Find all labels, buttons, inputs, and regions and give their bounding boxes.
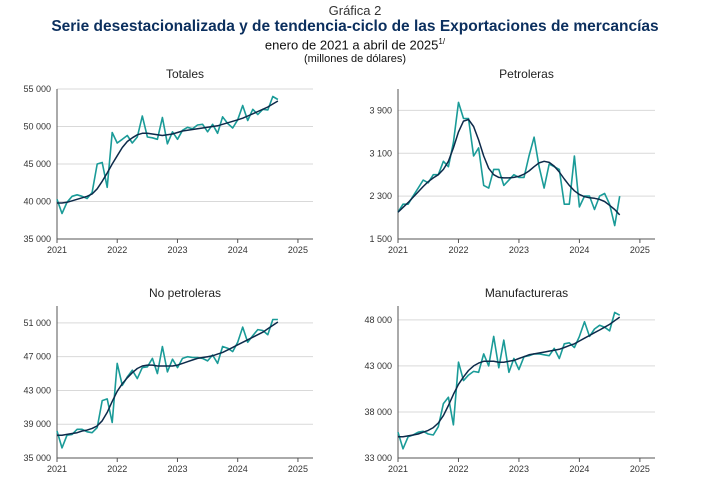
x-tick-label: 2021 <box>388 245 408 255</box>
y-tick-label: 40 000 <box>23 197 51 207</box>
chart-panel: Totales 35 000 40 000 45 000 50 000 55 000 202… <box>23 67 313 255</box>
x-tick-label: 2021 <box>388 464 408 474</box>
figure-label: Gráfica 2 <box>328 3 382 18</box>
x-tick-label: 2021 <box>47 245 67 255</box>
y-tick-label: 39 000 <box>23 419 51 429</box>
y-tick-label: 51 000 <box>23 318 51 328</box>
x-tick-label: 2025 <box>288 464 308 474</box>
x-tick-label: 2022 <box>448 245 468 255</box>
figure-unit: (millones de dólares) <box>303 53 407 65</box>
seasonally-adjusted-line <box>397 101 621 227</box>
chart-title: Manufactureras <box>485 286 568 300</box>
x-tick-label: 2024 <box>228 464 248 474</box>
x-tick-label: 2024 <box>569 245 589 255</box>
y-tick-label: 3 900 <box>369 105 392 115</box>
y-tick-label: 48 000 <box>364 315 392 325</box>
x-tick-label: 2023 <box>167 245 187 255</box>
chart-title: Petroleras <box>499 67 554 81</box>
y-tick-label: 35 000 <box>23 234 51 244</box>
chart-title: No petroleras <box>149 286 221 300</box>
y-tick-label: 38 000 <box>364 407 392 417</box>
figure-title: Serie desestacionalizada y de tendencia-… <box>51 18 659 35</box>
trend-cycle-line <box>57 321 279 436</box>
seasonally-adjusted-line <box>56 95 279 215</box>
figure-subtitle: enero de 2021 a abril de 20251/ <box>0 37 710 52</box>
y-tick-label: 45 000 <box>23 159 51 169</box>
x-tick-label: 2023 <box>509 245 529 255</box>
chart-title: Totales <box>166 67 204 81</box>
x-tick-label: 2023 <box>167 464 187 474</box>
y-tick-label: 1 500 <box>369 234 392 244</box>
x-tick-label: 2025 <box>288 245 308 255</box>
trend-cycle-line <box>397 118 621 216</box>
y-tick-label: 35 000 <box>23 453 51 463</box>
trend-cycle-line <box>57 100 279 204</box>
footnote-marker: 1/ <box>438 37 446 46</box>
chart-panel: No petroleras 35 000 39 000 43 000 47 000 51 … <box>23 286 313 474</box>
y-tick-label: 47 000 <box>23 352 51 362</box>
y-tick-label: 3 100 <box>369 148 392 158</box>
y-tick-label: 43 000 <box>23 385 51 395</box>
y-tick-label: 55 000 <box>23 84 51 94</box>
x-tick-label: 2025 <box>630 464 650 474</box>
subtitle-text: enero de 2021 a abril de 2025 <box>264 37 439 53</box>
chart-panel: Petroleras 1 500 2 300 3 100 3 900 2021 2022 20… <box>369 67 655 255</box>
y-tick-label: 43 000 <box>364 361 392 371</box>
y-tick-label: 50 000 <box>23 122 51 132</box>
x-tick-label: 2022 <box>107 245 127 255</box>
x-tick-label: 2025 <box>630 245 650 255</box>
y-tick-label: 2 300 <box>369 191 392 201</box>
x-tick-label: 2024 <box>569 464 589 474</box>
chart-panel: Manufactureras 33 000 38 000 43 000 48 000 20… <box>364 286 655 474</box>
seasonally-adjusted-line <box>56 318 278 449</box>
x-tick-label: 2021 <box>47 464 67 474</box>
x-tick-label: 2022 <box>448 464 468 474</box>
seasonally-adjusted-line <box>397 311 621 450</box>
y-tick-label: 33 000 <box>364 453 392 463</box>
x-tick-label: 2022 <box>107 464 127 474</box>
x-tick-label: 2024 <box>228 245 248 255</box>
x-tick-label: 2023 <box>509 464 529 474</box>
trend-cycle-line <box>398 316 621 438</box>
